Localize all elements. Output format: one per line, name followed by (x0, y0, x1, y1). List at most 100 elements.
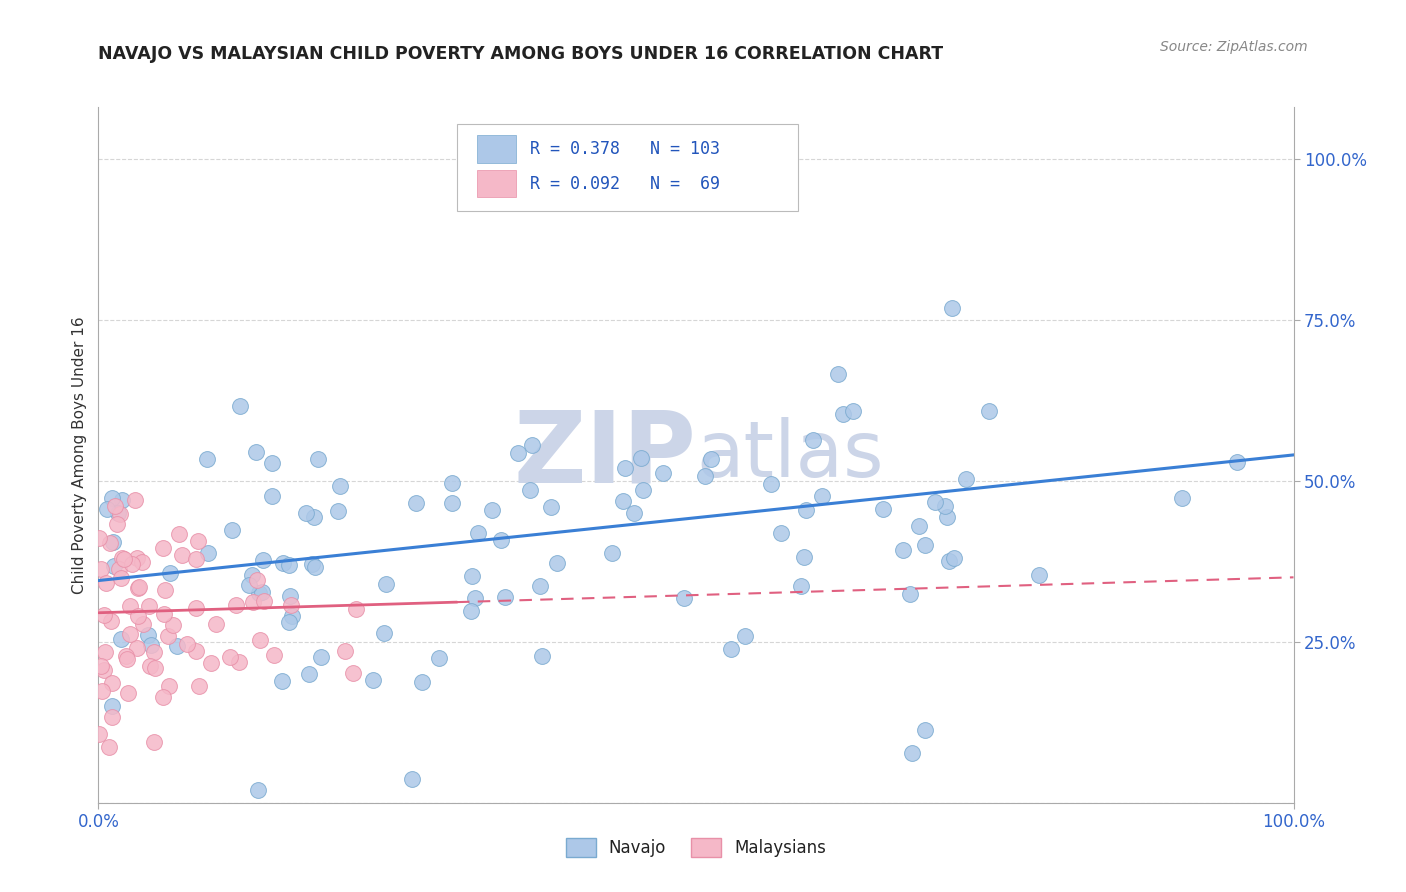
Point (108, 562, 131, 576)
Point (280, 598, 302, 612)
Point (301, 557, 323, 571)
Point (246, 573, 269, 587)
Point (131, 555, 153, 569)
Point (260, 489, 283, 503)
Point (1226, 455, 1249, 469)
Point (460, 604, 482, 618)
Point (872, 501, 894, 516)
Point (127, 609, 149, 624)
Point (249, 633, 271, 648)
Point (440, 475, 463, 490)
Point (842, 404, 865, 418)
Point (249, 586, 271, 600)
Point (100, 709, 122, 723)
Point (770, 525, 793, 540)
Point (793, 549, 815, 564)
Point (90, 659, 112, 673)
Point (700, 451, 723, 466)
Point (693, 468, 716, 483)
Point (801, 433, 824, 447)
Point (101, 535, 124, 549)
Point (440, 496, 463, 510)
Point (464, 591, 486, 606)
Point (252, 553, 274, 567)
Point (111, 493, 134, 508)
Point (790, 579, 813, 593)
Point (87, 726, 110, 740)
Point (240, 568, 263, 582)
Point (361, 673, 384, 687)
Point (250, 585, 273, 599)
Point (652, 467, 675, 481)
Point (794, 503, 817, 517)
Point (373, 626, 395, 640)
Point (101, 699, 124, 714)
Point (167, 527, 190, 541)
Point (907, 519, 929, 533)
Point (91, 684, 114, 698)
Point (938, 554, 960, 568)
Point (375, 576, 398, 591)
Text: ZIP: ZIP (513, 407, 696, 503)
Point (309, 649, 332, 664)
Point (673, 591, 696, 606)
Point (139, 638, 162, 652)
Point (121, 557, 143, 571)
Point (977, 403, 1000, 417)
Point (110, 571, 132, 585)
Point (342, 665, 364, 680)
Point (631, 483, 654, 497)
Point (253, 594, 276, 608)
Point (100, 615, 122, 629)
Point (934, 500, 956, 514)
Point (229, 400, 252, 414)
Point (125, 550, 148, 565)
Point (143, 735, 166, 749)
Point (260, 456, 283, 470)
Point (529, 579, 551, 593)
Point (759, 476, 782, 491)
Point (200, 656, 222, 670)
Point (519, 483, 541, 497)
Point (508, 446, 530, 460)
Point (811, 490, 834, 504)
Point (614, 461, 637, 475)
Point (942, 551, 965, 566)
Point (263, 648, 285, 663)
Point (277, 615, 299, 630)
Point (955, 472, 977, 486)
Point (195, 452, 218, 467)
Point (294, 506, 316, 520)
Point (467, 525, 489, 540)
Point (900, 587, 922, 601)
Point (152, 690, 174, 704)
Point (1028, 568, 1050, 582)
Point (540, 500, 562, 514)
Point (120, 626, 142, 640)
Point (124, 493, 146, 508)
Point (187, 534, 209, 549)
Point (630, 450, 652, 465)
Point (278, 558, 301, 573)
Point (89, 531, 111, 545)
Point (132, 617, 155, 632)
Point (128, 580, 150, 594)
Y-axis label: Child Poverty Among Boys Under 16: Child Poverty Among Boys Under 16 (72, 316, 87, 594)
Point (271, 556, 294, 570)
Point (111, 551, 134, 566)
Point (152, 541, 174, 555)
Point (184, 643, 207, 657)
Point (328, 503, 350, 517)
Point (110, 508, 132, 522)
Point (302, 510, 325, 524)
Text: NAVAJO VS MALAYSIAN CHILD POVERTY AMONG BOYS UNDER 16 CORRELATION CHART: NAVAJO VS MALAYSIAN CHILD POVERTY AMONG … (98, 45, 943, 62)
Point (187, 679, 209, 693)
Point (96, 501, 118, 516)
Point (157, 679, 180, 693)
Point (307, 452, 329, 467)
Point (94, 645, 117, 659)
Point (162, 618, 184, 632)
Point (242, 595, 264, 609)
Point (245, 445, 267, 459)
Point (138, 599, 160, 613)
